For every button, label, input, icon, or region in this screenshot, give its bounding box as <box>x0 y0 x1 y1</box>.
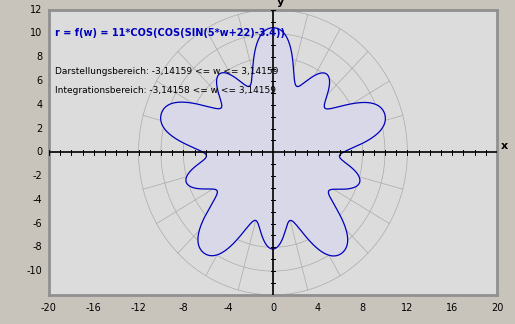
Text: x: x <box>501 141 507 151</box>
Text: -4: -4 <box>32 195 42 205</box>
Polygon shape <box>161 28 385 256</box>
Text: 2: 2 <box>36 123 42 133</box>
Text: -4: -4 <box>224 303 233 313</box>
Text: 4: 4 <box>36 100 42 110</box>
Text: 0: 0 <box>270 303 276 313</box>
Text: Darstellungsbereich: -3,14159 <= w <= 3,14159: Darstellungsbereich: -3,14159 <= w <= 3,… <box>55 67 278 76</box>
Text: 6: 6 <box>36 76 42 86</box>
Text: -16: -16 <box>86 303 101 313</box>
Text: -8: -8 <box>179 303 188 313</box>
Text: 20: 20 <box>491 303 503 313</box>
Text: 8: 8 <box>36 52 42 62</box>
Text: 12: 12 <box>30 5 42 15</box>
Text: Integrationsbereich: -3,14158 <= w <= 3,14159: Integrationsbereich: -3,14158 <= w <= 3,… <box>55 86 276 95</box>
Text: 16: 16 <box>446 303 458 313</box>
Text: 12: 12 <box>401 303 414 313</box>
Text: r = f(w) = 11*COS(COS(SIN(5*w+22)-3.4)): r = f(w) = 11*COS(COS(SIN(5*w+22)-3.4)) <box>55 28 284 38</box>
Text: y: y <box>277 0 284 7</box>
Text: -6: -6 <box>32 219 42 228</box>
Text: -20: -20 <box>41 303 57 313</box>
Text: 4: 4 <box>315 303 321 313</box>
Text: -2: -2 <box>32 171 42 181</box>
Text: -10: -10 <box>26 266 42 276</box>
Text: 10: 10 <box>30 29 42 39</box>
Text: -12: -12 <box>131 303 146 313</box>
Text: 8: 8 <box>359 303 366 313</box>
Text: -8: -8 <box>32 242 42 252</box>
Text: 0: 0 <box>36 147 42 157</box>
